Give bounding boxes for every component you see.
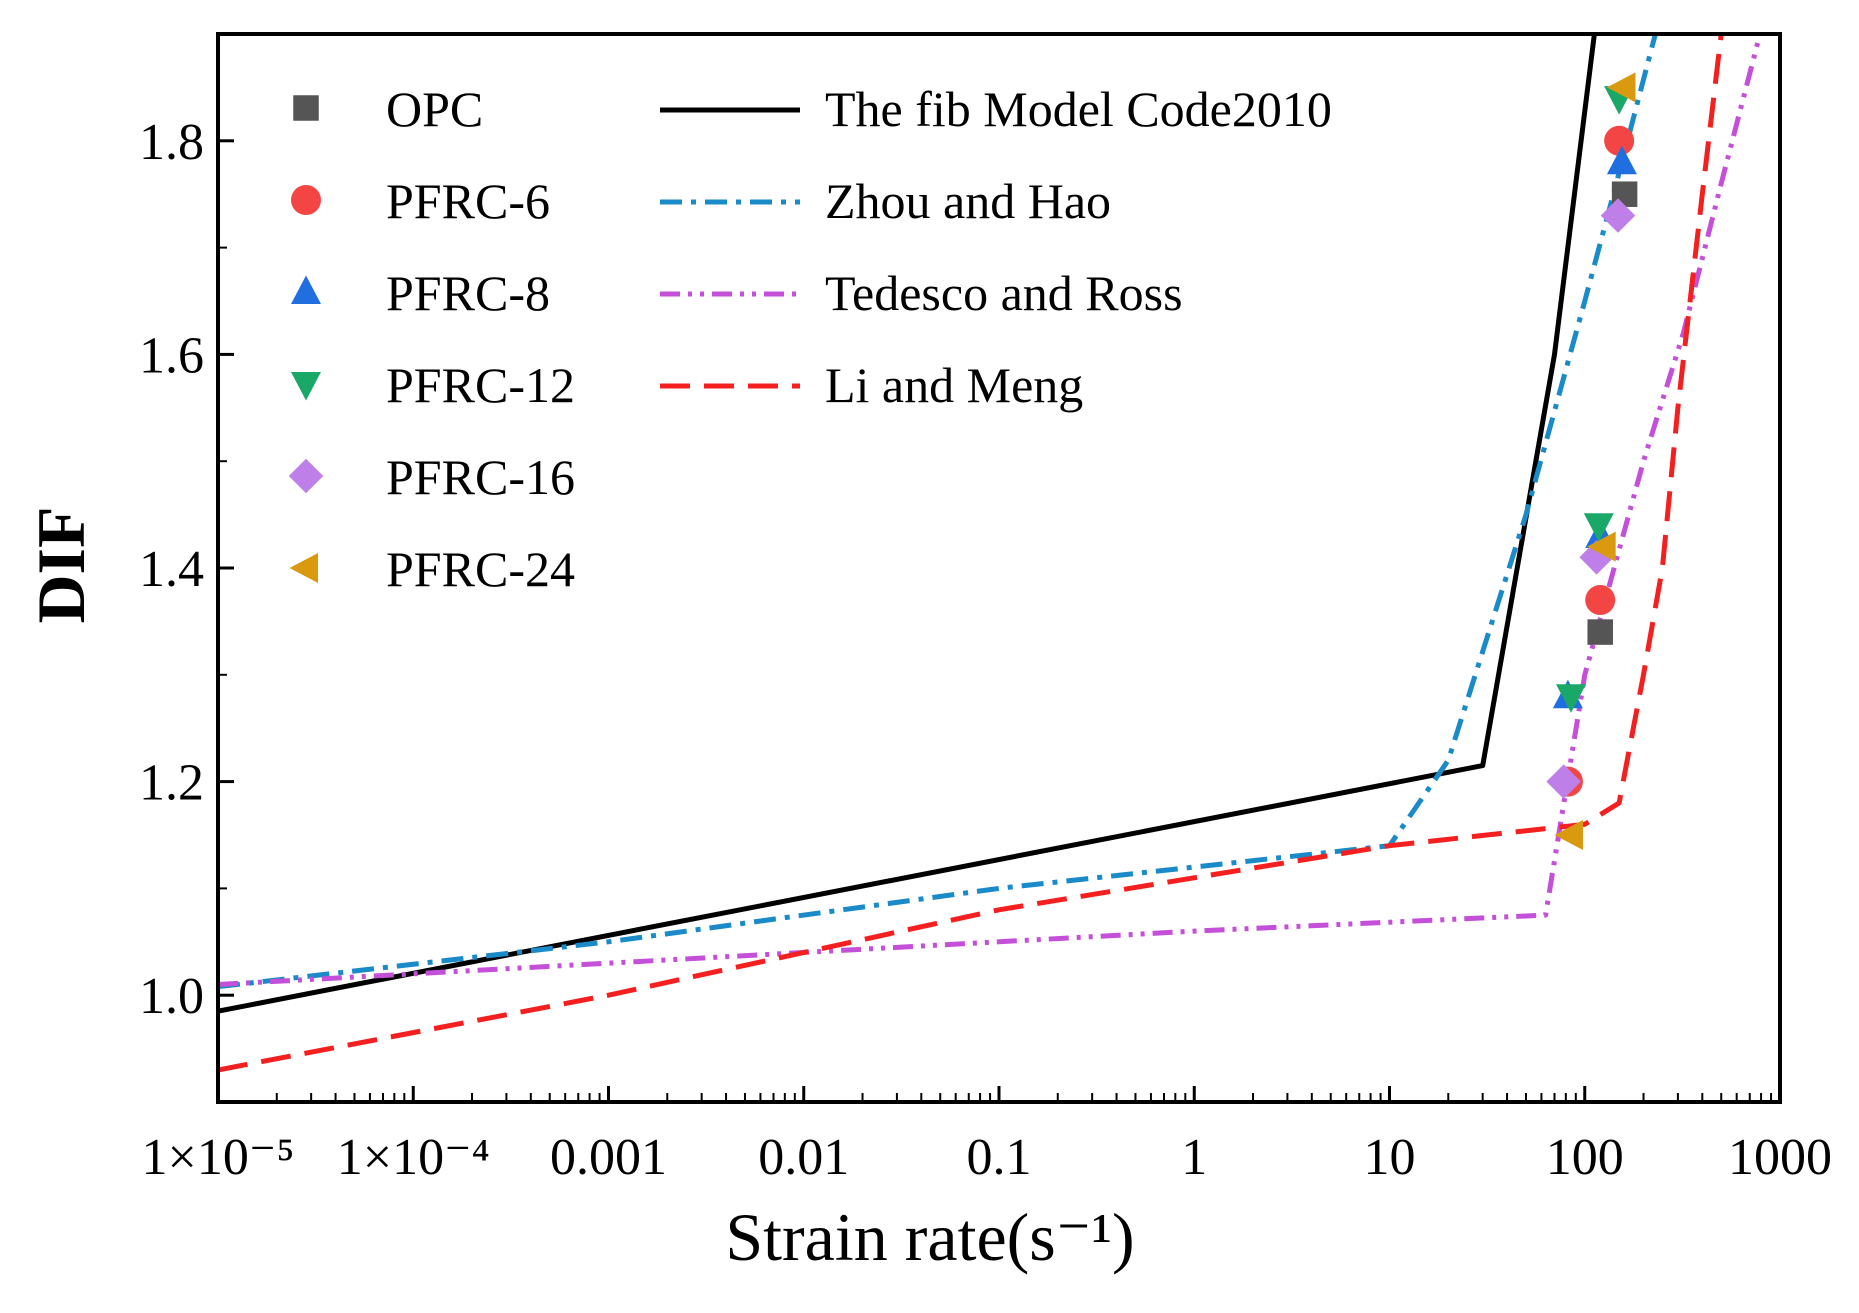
x-tick-label: 0.1 xyxy=(967,1129,1032,1186)
legend-label: Tedesco and Ross xyxy=(825,265,1183,321)
point-pfrc-12-2 xyxy=(1583,513,1614,542)
legend: OPC PFRC-6 PFRC-8 PFRC-12 PFRC-16 PFRC-24 The … xyxy=(288,81,1332,597)
y-tick-label: 1.4 xyxy=(139,541,204,598)
legend-item-pfrc-16: PFRC-16 xyxy=(288,449,575,505)
y-tick-label: 1.8 xyxy=(139,114,204,171)
legend-label: Li and Meng xyxy=(825,357,1083,413)
line-li-and-meng xyxy=(218,34,1724,1073)
point-pfrc-6-2 xyxy=(1585,585,1616,616)
legend-label: PFRC-24 xyxy=(386,541,575,597)
legend-label: PFRC-6 xyxy=(386,173,550,229)
legend-marker-opc xyxy=(293,95,319,121)
y-tick-label: 1.0 xyxy=(139,968,204,1025)
x-tick-label: 10 xyxy=(1364,1129,1416,1186)
legend-item-the-fib-model-code2010: The fib Model Code2010 xyxy=(660,81,1332,137)
legend-label: PFRC-8 xyxy=(386,265,550,321)
y-tick-label: 1.6 xyxy=(139,327,204,384)
x-tick-label: 1×10⁻⁵ xyxy=(142,1129,295,1186)
point-pfrc-24-2 xyxy=(1587,531,1616,562)
x-tick-label: 100 xyxy=(1546,1129,1624,1186)
legend-item-opc: OPC xyxy=(293,81,483,137)
line-the-fib-model-code2010 xyxy=(218,34,1597,1014)
point-pfrc-24-1 xyxy=(1554,820,1583,850)
x-tick-label: 0.001 xyxy=(550,1129,667,1186)
legend-marker-pfrc-6 xyxy=(291,185,321,215)
points-layer xyxy=(1546,72,1638,850)
legend-item-pfrc-24: PFRC-24 xyxy=(289,541,575,597)
legend-item-zhou-and-hao: Zhou and Hao xyxy=(660,173,1111,229)
point-pfrc-16-3 xyxy=(1600,198,1636,233)
point-pfrc-12-1 xyxy=(1556,684,1586,713)
legend-item-tedesco-and-ross: Tedesco and Ross xyxy=(660,265,1183,321)
legend-label: PFRC-12 xyxy=(386,357,575,413)
legend-marker-pfrc-24 xyxy=(289,553,318,583)
x-axis-title: Strain rate(s⁻¹) xyxy=(725,1199,1134,1275)
x-tick-label: 1×10⁻⁴ xyxy=(337,1129,490,1186)
x-tick-label: 0.01 xyxy=(758,1129,849,1186)
legend-marker-pfrc-16 xyxy=(288,458,324,494)
legend-item-li-and-meng: Li and Meng xyxy=(660,357,1083,413)
point-opc-1 xyxy=(1587,619,1613,645)
point-pfrc-6-3 xyxy=(1604,125,1635,156)
legend-label: PFRC-16 xyxy=(386,449,575,505)
point-pfrc-16-1 xyxy=(1546,764,1581,799)
legend-label: OPC xyxy=(386,81,483,137)
legend-item-pfrc-12: PFRC-12 xyxy=(291,357,575,413)
legend-marker-pfrc-12 xyxy=(291,372,321,401)
legend-label: The fib Model Code2010 xyxy=(825,81,1332,137)
x-tick-label: 1 xyxy=(1181,1129,1207,1186)
legend-item-pfrc-6: PFRC-6 xyxy=(291,173,550,229)
y-axis-title: DIF xyxy=(23,506,99,623)
legend-marker-pfrc-8 xyxy=(291,275,321,304)
x-tick-label: 1000 xyxy=(1728,1129,1832,1186)
y-tick-label: 1.2 xyxy=(139,755,204,812)
line-tedesco-and-ross xyxy=(218,34,1763,987)
point-pfrc-24-3 xyxy=(1607,72,1636,103)
ticks-layer: 1×10⁻⁵ 1×10⁻⁴ 0.001 0.01 0.1 1 10 100 1000 1.0 1.2… xyxy=(139,33,1832,1186)
legend-label: Zhou and Hao xyxy=(825,173,1111,229)
legend-item-pfrc-8: PFRC-8 xyxy=(291,265,550,321)
point-pfrc-8-3 xyxy=(1606,145,1637,175)
